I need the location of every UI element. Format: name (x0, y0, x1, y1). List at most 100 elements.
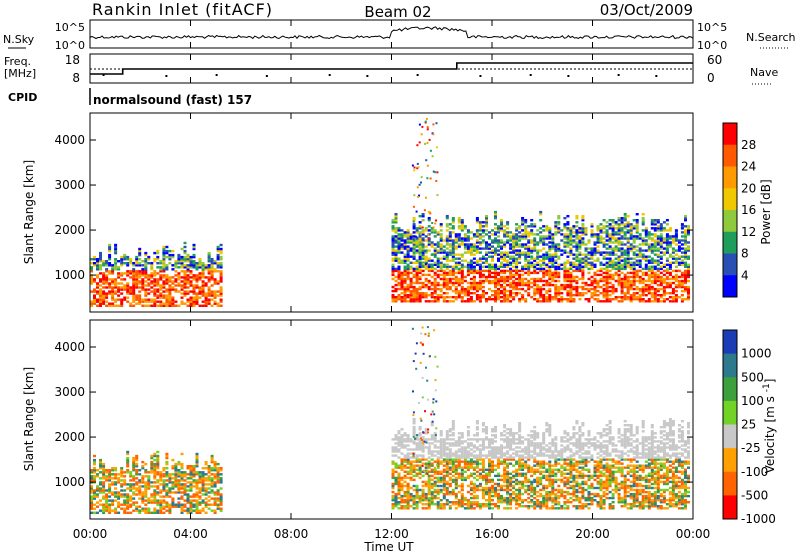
echo-cell (457, 225, 461, 228)
echo-cell (584, 263, 588, 266)
echo-cell (684, 217, 687, 220)
echo-cell (581, 261, 585, 264)
echo-cell (512, 275, 516, 279)
echo-cell (431, 155, 434, 158)
echo-cell (153, 477, 157, 480)
echo-cell (120, 298, 124, 301)
echo-cell (584, 265, 588, 268)
echo-cell (644, 273, 648, 277)
echo-cell (117, 493, 121, 496)
echo-cell (111, 270, 115, 273)
echo-cell (207, 487, 211, 490)
echo-cell (635, 279, 639, 283)
echo-cell (611, 251, 615, 254)
echo-cell (147, 284, 151, 287)
echo-cell (575, 247, 579, 250)
echo-cell (165, 294, 169, 297)
echo-cell (491, 245, 494, 248)
echo-cell (533, 281, 537, 285)
echo-cell (680, 255, 684, 258)
echo-cell (521, 294, 525, 297)
echo-cell (451, 470, 455, 473)
echo-cell (93, 495, 96, 498)
echo-cell (90, 511, 93, 514)
echo-cell (99, 302, 102, 305)
echo-cell (518, 261, 522, 264)
echo-cell (150, 280, 154, 283)
echo-cell (454, 281, 458, 285)
echo-cell (156, 460, 160, 464)
echo-cell (632, 277, 636, 281)
echo-cell (662, 277, 666, 281)
echo-cell (418, 428, 422, 431)
echo-cell (406, 267, 410, 271)
echo-cell (156, 454, 160, 458)
echo-cell (466, 434, 470, 437)
echo-cell (485, 243, 488, 246)
echo-cell (210, 304, 214, 307)
echo-cell (198, 491, 202, 494)
echo-cell (515, 281, 519, 285)
echo-cell (536, 300, 540, 303)
echo-cell (397, 430, 401, 433)
echo-cell (192, 284, 196, 287)
echo-cell (569, 239, 573, 242)
echo-cell (554, 267, 558, 271)
echo-cell (216, 475, 220, 478)
echo-cell (687, 247, 690, 250)
echo-cell (671, 237, 675, 240)
echo-cell (180, 286, 184, 289)
echo-cell (403, 281, 407, 285)
echo-cell (439, 296, 443, 299)
echo-cell (632, 237, 636, 240)
echo-cell (183, 280, 187, 283)
echo-cell (457, 460, 461, 463)
echo-cell (177, 255, 181, 259)
echo-cell (641, 281, 645, 285)
echo-cell (466, 452, 470, 455)
echo-cell (671, 241, 675, 244)
echo-cell (451, 426, 455, 429)
echo-cell (584, 261, 588, 264)
echo-cell (189, 284, 193, 287)
echo-cell (521, 219, 525, 222)
echo-cell (126, 452, 130, 456)
echo-cell (665, 247, 669, 250)
echo-cell (403, 233, 407, 236)
nave-dot (529, 74, 532, 76)
echo-cell (491, 462, 494, 465)
echo-cell (475, 434, 479, 437)
echo-cell (472, 476, 476, 480)
echo-cell (521, 217, 525, 220)
echo-cell (406, 251, 410, 254)
echo-cell (494, 241, 497, 244)
echo-cell (548, 289, 552, 293)
echo-cell (171, 276, 175, 279)
echo-cell (135, 262, 139, 265)
echo-cell (219, 270, 223, 273)
echo-cell (114, 243, 118, 247)
echo-cell (659, 257, 663, 260)
echo-cell (665, 237, 669, 240)
echo-cell (530, 296, 534, 299)
echo-cell (144, 509, 148, 512)
echo-cell (647, 261, 651, 264)
echo-cell (641, 239, 645, 242)
echo-cell (96, 505, 99, 508)
echo-cell (629, 263, 633, 266)
echo-cell (503, 287, 507, 291)
echo-cell (460, 470, 464, 473)
echo-cell (138, 253, 142, 257)
echo-cell (189, 469, 193, 472)
echo-cell (593, 243, 597, 246)
echo-cell (153, 454, 157, 458)
echo-cell (451, 255, 455, 258)
echo-cell (527, 245, 531, 248)
echo-cell (171, 505, 175, 508)
echo-cell (102, 300, 106, 303)
echo-cell (659, 267, 663, 271)
echo-cell (99, 251, 102, 255)
echo-cell (144, 290, 148, 293)
echo-cell (153, 284, 157, 287)
